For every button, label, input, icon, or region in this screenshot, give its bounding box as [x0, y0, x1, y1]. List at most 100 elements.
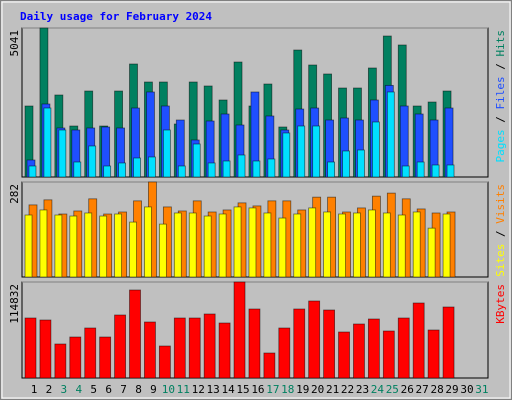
bar: [173, 212, 182, 278]
bar: [158, 345, 171, 379]
bar: [133, 157, 141, 178]
x-tick-label: 28: [430, 383, 443, 396]
bar: [99, 336, 112, 379]
bar: [158, 223, 167, 278]
y-tick-label: 282: [8, 184, 21, 204]
x-tick-label: 21: [326, 383, 339, 396]
bar: [233, 281, 246, 379]
x-tick-label: 6: [105, 383, 112, 396]
bar: [88, 145, 97, 178]
bar: [73, 161, 82, 178]
bar: [338, 331, 350, 379]
bar: [203, 215, 212, 278]
bar: [323, 309, 336, 379]
bar: [427, 329, 440, 379]
bar: [446, 164, 455, 178]
bar: [382, 212, 391, 278]
bar: [103, 165, 112, 178]
bar: [114, 314, 126, 379]
bar: [43, 107, 52, 178]
x-tick-label: 24: [371, 383, 385, 396]
bar: [353, 212, 361, 278]
x-tick-label: 1: [31, 383, 38, 396]
bar: [278, 327, 291, 379]
x-tick-label: 13: [207, 383, 220, 396]
bar: [248, 207, 257, 278]
x-tick-label: 5: [90, 383, 97, 396]
bar: [222, 160, 231, 178]
x-tick-label: 11: [177, 383, 190, 396]
x-tick-label: 27: [416, 383, 429, 396]
bar: [338, 213, 346, 278]
y-tick-label: 114832: [8, 284, 21, 324]
x-tick-label: 29: [445, 383, 458, 396]
x-tick-label: 30: [460, 383, 473, 396]
bar: [162, 129, 171, 178]
legend-separator: /: [494, 57, 507, 77]
x-tick-label: 23: [356, 383, 369, 396]
bar: [397, 214, 406, 278]
bar: [367, 209, 376, 278]
bar: [237, 154, 246, 178]
bar: [386, 91, 395, 178]
bar: [218, 213, 227, 278]
bar: [114, 213, 122, 278]
bar: [39, 319, 52, 379]
legend-entry: Files: [494, 76, 507, 109]
bar: [188, 317, 201, 379]
bar: [144, 321, 156, 379]
bar: [252, 160, 261, 178]
bar: [118, 162, 126, 178]
bar: [207, 162, 216, 178]
bar: [188, 212, 197, 278]
x-tick-label: 9: [150, 383, 157, 396]
x-tick-label: 2: [46, 383, 53, 396]
bar: [99, 215, 108, 278]
bar: [39, 209, 48, 278]
bar: [382, 330, 395, 379]
bar: [267, 158, 276, 178]
bar: [412, 302, 425, 379]
x-tick-label: 26: [401, 383, 414, 396]
bar: [84, 212, 93, 278]
bar: [297, 125, 306, 178]
legend: Pages / Files / Hits: [494, 30, 507, 163]
x-tick-label: 10: [162, 383, 175, 396]
bar: [248, 308, 261, 379]
bar: [278, 217, 287, 278]
bar: [263, 352, 276, 379]
bar: [442, 213, 451, 278]
bar: [24, 214, 33, 278]
bar: [129, 221, 137, 278]
chart-title: Daily usage for February 2024: [20, 10, 212, 23]
bar: [24, 317, 37, 379]
x-tick-label: 12: [192, 383, 205, 396]
bar: [54, 214, 63, 278]
x-tick-label: 19: [296, 383, 309, 396]
bar: [148, 156, 156, 178]
bar: [144, 206, 152, 278]
legend-entry: Pages: [494, 129, 507, 162]
bar: [84, 327, 97, 379]
bar: [263, 212, 272, 278]
bar: [69, 336, 82, 379]
bar: [431, 164, 440, 178]
bar: [342, 150, 350, 178]
bar: [218, 322, 231, 379]
bar: [69, 215, 78, 278]
x-tick-label: 3: [61, 383, 68, 396]
legend-separator: /: [494, 224, 507, 244]
bar: [173, 317, 186, 379]
x-tick-label: 20: [311, 383, 324, 396]
x-tick-label: 31: [475, 383, 488, 396]
bar: [54, 343, 67, 379]
x-tick-label: 7: [120, 383, 127, 396]
bar: [416, 161, 425, 178]
x-tick-label: 25: [386, 383, 399, 396]
x-tick-label: 16: [251, 383, 264, 396]
bar: [412, 211, 421, 278]
bar: [308, 207, 317, 278]
bar: [293, 308, 306, 379]
